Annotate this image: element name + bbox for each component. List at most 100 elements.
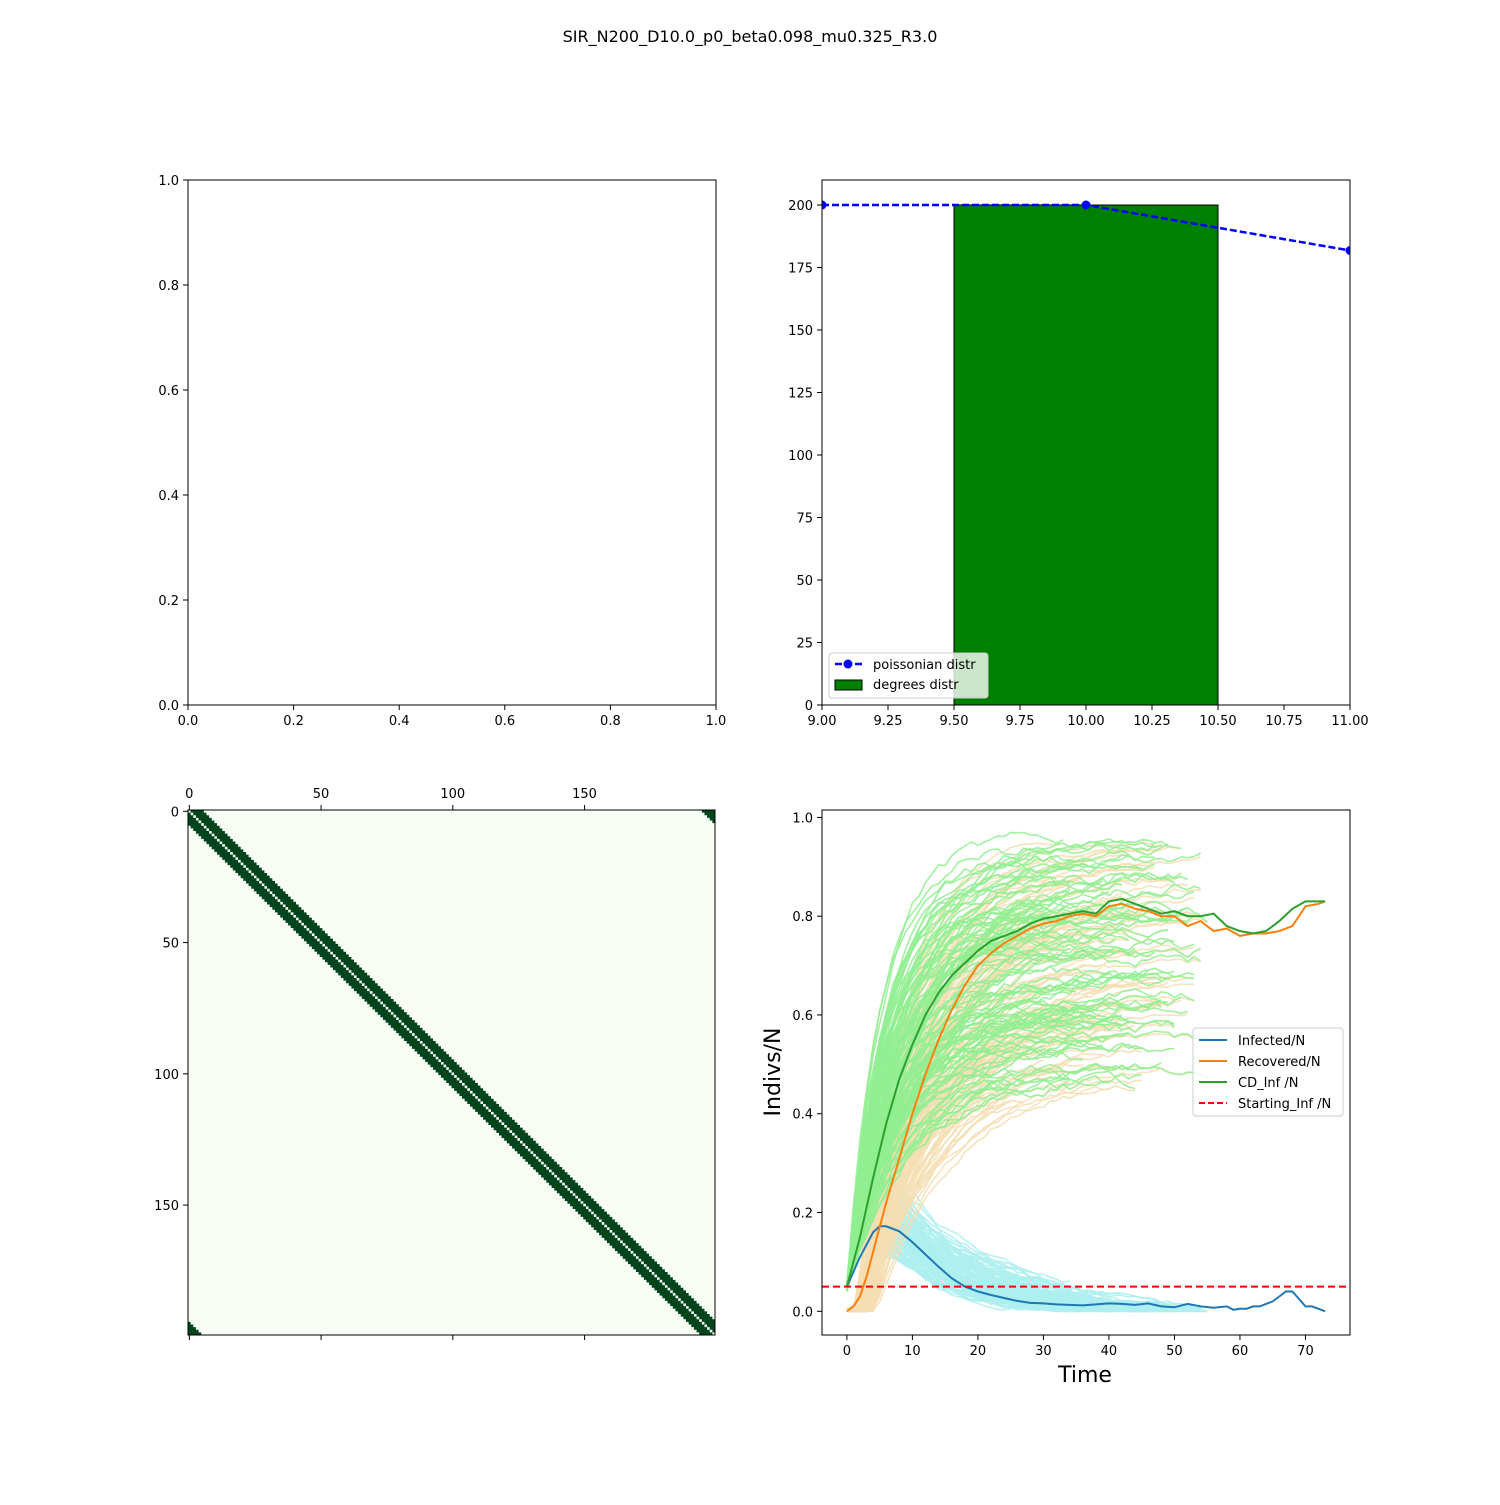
- cd-inf-run-line: [846, 852, 1201, 1290]
- x-tick-label: 9.00: [808, 714, 837, 729]
- cd-inf-run-line: [846, 1006, 1188, 1284]
- cd-inf-run-line: [846, 853, 1155, 1284]
- y-tick-label: 25: [796, 637, 813, 652]
- x-tick-label: 10.75: [1265, 714, 1302, 729]
- cd-inf-run-line: [846, 926, 1168, 1287]
- y-tick-label: 150: [788, 324, 813, 339]
- x-tick-label: 60: [1232, 1344, 1249, 1359]
- legend-infected-label: Infected/N: [1238, 1034, 1305, 1049]
- empty-axes-panel: 0.0 0.2 0.4 0.6 0.8 1.0 0.0 0.2 0.4 0.6 0.8 1.0: [158, 174, 726, 729]
- cd-inf-run-line: [846, 849, 1130, 1285]
- legend-degrees-label: degrees distr: [873, 678, 959, 693]
- x-tick-label: 0: [185, 787, 193, 802]
- sir-frame: [821, 809, 1351, 1336]
- x-tick-label: 10.00: [1067, 714, 1104, 729]
- legend-poissonian-label: poissonian distr: [873, 658, 976, 673]
- x-tick-label: 10.50: [1199, 714, 1236, 729]
- cd-inf-run-line: [846, 987, 1195, 1289]
- cd-inf-run-line: [846, 949, 1156, 1291]
- sir-ylabel: Indivs/N: [761, 1028, 786, 1117]
- x-tick-label: 150: [572, 787, 597, 802]
- x-tick-label: 0.2: [283, 714, 304, 729]
- cd-inf-run-line: [846, 1039, 1103, 1290]
- x-tick-label: 9.25: [874, 714, 903, 729]
- sir-legend: Infected/N Recovered/N CD_Inf /N Startin…: [1192, 1027, 1344, 1117]
- x-tick-label: 50: [1166, 1344, 1183, 1359]
- cd-inf-run-line: [846, 908, 1169, 1289]
- x-tick-label: 100: [440, 787, 465, 802]
- cd-inf-run-line: [846, 872, 1182, 1291]
- x-tick-label: 40: [1101, 1344, 1118, 1359]
- x-tick-label: 9.50: [940, 714, 969, 729]
- y-tick-label: 0: [805, 699, 813, 714]
- x-tick-label: 0: [843, 1344, 851, 1359]
- y-tick-label: 50: [162, 937, 179, 952]
- y-tick-label: 1.0: [158, 174, 179, 189]
- poissonian-group: [822, 200, 1350, 255]
- x-tick-label: 11.00: [1331, 714, 1368, 729]
- cd-inf-run-line: [846, 937, 1195, 1290]
- y-tick-label: 0: [171, 805, 179, 820]
- degree-legend-box: [828, 652, 989, 699]
- sir-legend-box: [1192, 1027, 1344, 1117]
- legend-starting-label: Starting_Inf /N: [1238, 1097, 1331, 1112]
- poissonian-point: [1081, 200, 1091, 210]
- cd-inf-run-line: [846, 981, 985, 1283]
- cd-inf-run-line: [846, 1062, 1208, 1289]
- y-tick-label: 0.8: [792, 910, 813, 925]
- y-tick-label: 0.6: [792, 1009, 813, 1024]
- recovered-mean-line: [846, 900, 1326, 1313]
- degree-legend: poissonian distr degrees distr: [828, 652, 989, 699]
- y-tick-label: 75: [796, 512, 813, 527]
- poissonian-point: [1345, 246, 1350, 255]
- recovered-run-line: [846, 1084, 1136, 1313]
- y-tick-label: 50: [796, 574, 813, 589]
- legend-cdinf-label: CD_Inf /N: [1238, 1076, 1298, 1091]
- x-tick-label: 0.0: [178, 714, 199, 729]
- y-tick-label: 0.0: [792, 1305, 813, 1320]
- y-tick-label: 175: [788, 262, 813, 277]
- y-tick-label: 125: [788, 387, 813, 402]
- x-tick-label: 30: [1035, 1344, 1052, 1359]
- legend-degrees-patch: [834, 679, 863, 691]
- degree-distribution-frame: [821, 179, 1351, 706]
- y-tick-label: 100: [788, 449, 813, 464]
- recovered-run-line: [846, 1049, 1142, 1313]
- x-tick-label: 0.4: [389, 714, 410, 729]
- cd-inf-run-line: [846, 890, 1110, 1283]
- recovered-run-line: [846, 1088, 1109, 1313]
- cd-inf-run-line: [846, 997, 1162, 1285]
- figure-title: SIR_N200_D10.0_p0_beta0.098_mu0.325_R3.0: [563, 27, 938, 47]
- y-tick-label: 150: [154, 1199, 179, 1214]
- cd-inf-mean-line: [845, 897, 1326, 1287]
- matrix-frame: [187, 809, 716, 1336]
- cd-inf-run-line: [846, 967, 1195, 1291]
- degree-distribution-panel: 9.00 9.25 9.50 9.75 10.00 10.25 10.50 10.75 11.0…: [788, 179, 1369, 729]
- x-tick-label: 10: [904, 1344, 921, 1359]
- cd-inf-run-line: [846, 871, 1188, 1289]
- degree-bar: [953, 204, 1219, 706]
- infected-mean-line: [845, 1225, 1326, 1313]
- cd-inf-run-line: [846, 1015, 1064, 1288]
- x-tick-label: 1.0: [706, 714, 727, 729]
- poissonian-point: [822, 200, 827, 210]
- adjacency-cells: [188, 810, 716, 1336]
- cd-inf-run-line: [846, 1014, 1123, 1291]
- sir-xlabel: Time: [1057, 1363, 1112, 1388]
- empty-axes-frame: [187, 179, 717, 706]
- y-tick-label: 200: [788, 199, 813, 214]
- y-tick-label: 1.0: [792, 811, 813, 826]
- y-tick-label: 0.4: [158, 489, 179, 504]
- ensemble-cd-inf: [846, 831, 1208, 1292]
- y-tick-label: 0.2: [158, 594, 179, 609]
- cd-inf-run-line: [846, 898, 1064, 1288]
- sir-time-series-panel: 0 10 20 30 40 50 60 70 0.0 0.2 0.4 0.6 0.8 1.0 Time I…: [761, 809, 1351, 1388]
- y-tick-label: 0.0: [158, 699, 179, 714]
- y-tick-label: 0.6: [158, 384, 179, 399]
- legend-recovered-label: Recovered/N: [1238, 1055, 1321, 1070]
- y-tick-label: 100: [154, 1068, 179, 1083]
- cd-inf-run-line: [846, 838, 1156, 1290]
- cd-inf-run-line: [846, 1043, 1175, 1292]
